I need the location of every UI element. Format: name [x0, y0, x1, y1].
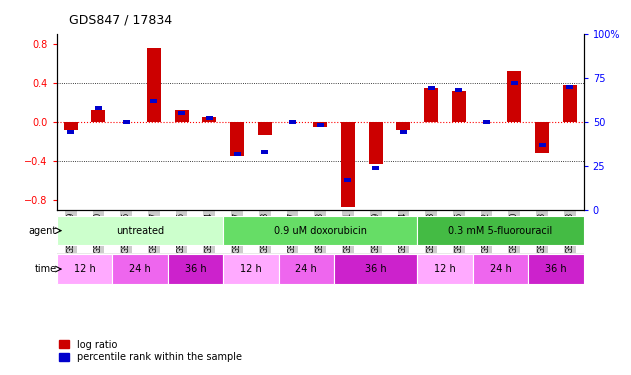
- Text: agent: agent: [28, 226, 57, 236]
- Bar: [258, 122, 272, 135]
- Bar: [289, 120, 296, 124]
- Text: 36 h: 36 h: [365, 264, 387, 274]
- Bar: [528, 254, 584, 284]
- Text: time: time: [35, 264, 57, 274]
- Text: 24 h: 24 h: [129, 264, 151, 274]
- Bar: [112, 254, 168, 284]
- Bar: [57, 254, 112, 284]
- Bar: [452, 90, 466, 122]
- Bar: [223, 254, 279, 284]
- Bar: [233, 152, 240, 156]
- Bar: [539, 143, 546, 147]
- Bar: [428, 86, 435, 90]
- Text: 12 h: 12 h: [434, 264, 456, 274]
- Bar: [168, 254, 223, 284]
- Text: 12 h: 12 h: [240, 264, 262, 274]
- Text: 36 h: 36 h: [545, 264, 567, 274]
- Text: 0.3 mM 5-fluorouracil: 0.3 mM 5-fluorouracil: [449, 226, 553, 236]
- Bar: [230, 122, 244, 156]
- Text: 24 h: 24 h: [295, 264, 317, 274]
- Bar: [417, 216, 584, 245]
- Bar: [400, 130, 407, 134]
- Bar: [456, 88, 463, 92]
- Bar: [372, 166, 379, 170]
- Bar: [67, 130, 74, 134]
- Bar: [567, 85, 574, 88]
- Bar: [317, 123, 324, 128]
- Bar: [178, 111, 185, 115]
- Text: 0.9 uM doxorubicin: 0.9 uM doxorubicin: [274, 226, 367, 236]
- Bar: [341, 122, 355, 207]
- Bar: [279, 254, 334, 284]
- Bar: [334, 254, 417, 284]
- Bar: [147, 48, 161, 122]
- Bar: [417, 254, 473, 284]
- Bar: [369, 122, 382, 164]
- Bar: [203, 117, 216, 122]
- Bar: [175, 110, 189, 122]
- Text: 36 h: 36 h: [185, 264, 206, 274]
- Bar: [507, 71, 521, 122]
- Bar: [223, 216, 417, 245]
- Bar: [64, 122, 78, 130]
- Bar: [314, 122, 327, 127]
- Bar: [535, 122, 549, 153]
- Legend: log ratio, percentile rank within the sample: log ratio, percentile rank within the sa…: [56, 336, 245, 366]
- Text: 12 h: 12 h: [74, 264, 95, 274]
- Bar: [122, 120, 129, 124]
- Bar: [261, 150, 268, 154]
- Bar: [150, 99, 157, 103]
- Bar: [95, 106, 102, 110]
- Bar: [57, 216, 223, 245]
- Bar: [424, 88, 438, 122]
- Bar: [206, 116, 213, 120]
- Bar: [91, 110, 105, 122]
- Bar: [563, 85, 577, 122]
- Text: 24 h: 24 h: [490, 264, 511, 274]
- Text: GDS847 / 17834: GDS847 / 17834: [69, 13, 172, 26]
- Bar: [483, 120, 490, 124]
- Bar: [511, 81, 518, 85]
- Text: untreated: untreated: [116, 226, 164, 236]
- Bar: [396, 122, 410, 130]
- Bar: [473, 254, 528, 284]
- Bar: [345, 178, 351, 182]
